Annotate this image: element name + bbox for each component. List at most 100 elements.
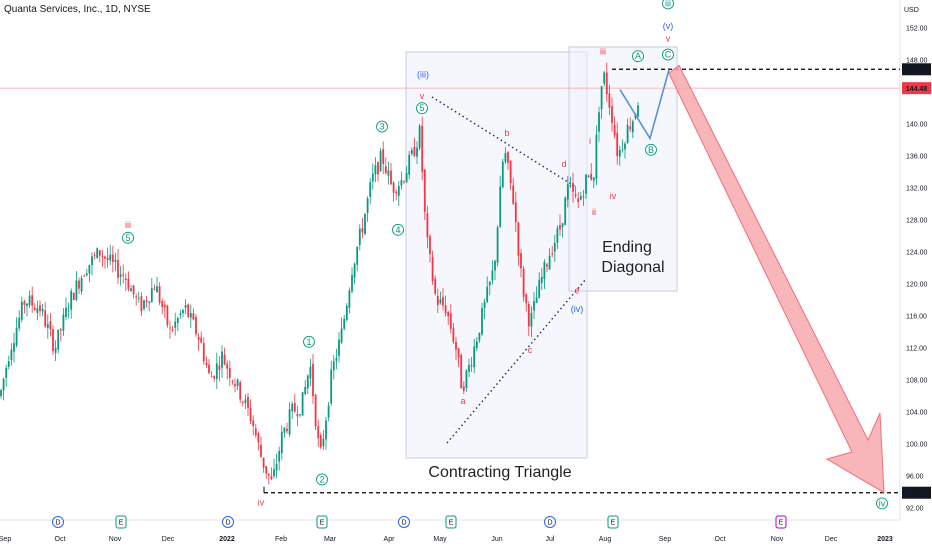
candle-body <box>366 198 369 214</box>
candle-body <box>301 392 304 416</box>
wave-labels-layer: iii5iv12345v(iii)abcde(iv)iiiiiiivABCv(v… <box>122 0 888 510</box>
y-tick-label: 108.00 <box>906 378 928 385</box>
wave-label: 3 <box>379 122 384 132</box>
candle-body <box>452 328 455 342</box>
candle-body <box>288 409 291 435</box>
candle-body <box>626 125 629 144</box>
candle-body <box>244 399 247 404</box>
projection-layer <box>619 64 885 494</box>
candle-body <box>501 161 504 188</box>
wave-label: iii <box>665 0 671 8</box>
candle-body <box>117 260 119 278</box>
candle-body <box>265 466 268 474</box>
candle-body <box>98 250 101 256</box>
candle-body <box>405 172 408 183</box>
ending-diagonal-label-line1: Ending <box>602 239 652 256</box>
candle-body <box>488 281 491 286</box>
candle-body <box>634 114 637 119</box>
wave-label: (v) <box>663 21 674 31</box>
candle-body <box>171 329 174 331</box>
candle-body <box>556 228 559 243</box>
wave-label-circle <box>662 0 674 10</box>
wave-label: iv <box>879 498 886 508</box>
candle-body <box>520 253 522 269</box>
candle-body <box>543 261 546 279</box>
candle-body <box>535 297 538 303</box>
candle-body <box>306 375 309 389</box>
candle-body <box>514 202 517 223</box>
candle-body <box>18 317 21 329</box>
candle-body <box>361 227 364 233</box>
candle-body <box>163 304 166 308</box>
candle-body <box>106 257 109 261</box>
candle-body <box>314 394 317 427</box>
candle-body <box>512 185 515 204</box>
candle-body <box>296 413 299 417</box>
candle-body <box>195 317 197 335</box>
candle-body <box>494 260 496 271</box>
candle-body <box>252 420 255 427</box>
candle-body <box>595 134 598 179</box>
candle-body <box>26 303 28 306</box>
candle-body <box>369 182 372 198</box>
candle-body <box>312 363 314 397</box>
candle-body <box>517 222 520 256</box>
candle-body <box>538 279 541 298</box>
candle-body <box>197 337 200 340</box>
wave-label: 2 <box>319 474 324 484</box>
candle-body <box>605 72 608 95</box>
y-tick-label: 136.00 <box>906 154 928 161</box>
candle-body <box>579 196 582 200</box>
x-tick-label: Sep <box>0 536 11 543</box>
candle-body <box>226 363 229 369</box>
candle-body <box>182 310 184 314</box>
candle-body <box>39 305 41 312</box>
candle-body <box>533 301 535 311</box>
candle-body <box>322 438 325 447</box>
candle-body <box>439 299 442 304</box>
candle-body <box>631 121 634 133</box>
candle-body <box>569 185 572 186</box>
candle-body <box>65 307 67 317</box>
candle-body <box>140 296 143 312</box>
chart-title: Quanta Services, Inc., 1D, NYSE <box>4 4 151 15</box>
candle-body <box>239 382 242 400</box>
candle-body <box>127 278 130 290</box>
x-tick-label: Jun <box>491 536 502 543</box>
wave-label: iii <box>600 46 606 56</box>
candle-body <box>148 301 151 303</box>
candle-body <box>70 290 73 310</box>
dividend-marker <box>52 516 64 528</box>
price-tags-layer: 146.84 144.48 93.91 <box>902 63 931 499</box>
wave-label-circle <box>876 497 888 510</box>
candle-body <box>462 386 465 391</box>
candle-body <box>504 153 507 162</box>
candle-body <box>395 191 398 194</box>
wave-label: ii <box>592 207 596 217</box>
wave-label-circle <box>416 102 428 115</box>
x-tick-label: Dec <box>825 536 838 543</box>
price-tag-label: 144.48 <box>906 86 928 93</box>
candle-body <box>332 361 335 371</box>
candle-body <box>530 312 533 327</box>
wave-label-circle <box>303 335 315 348</box>
candle-body <box>104 256 106 259</box>
candle-body <box>410 149 413 154</box>
candle-body <box>57 329 60 350</box>
candle-body <box>364 213 366 234</box>
wave-label-circle <box>316 473 328 486</box>
contracting-triangle-box <box>405 51 588 459</box>
wave-label: iv <box>258 498 265 508</box>
candle-body <box>611 106 613 123</box>
candle-body <box>465 370 468 389</box>
projection-arrow <box>668 64 885 494</box>
candles-layer <box>0 62 639 485</box>
candle-body <box>566 184 569 200</box>
x-tick-label: Jul <box>546 536 555 543</box>
candle-body <box>169 327 171 329</box>
candle-body <box>590 173 593 180</box>
candle-body <box>247 396 249 408</box>
candle-body <box>499 186 502 228</box>
